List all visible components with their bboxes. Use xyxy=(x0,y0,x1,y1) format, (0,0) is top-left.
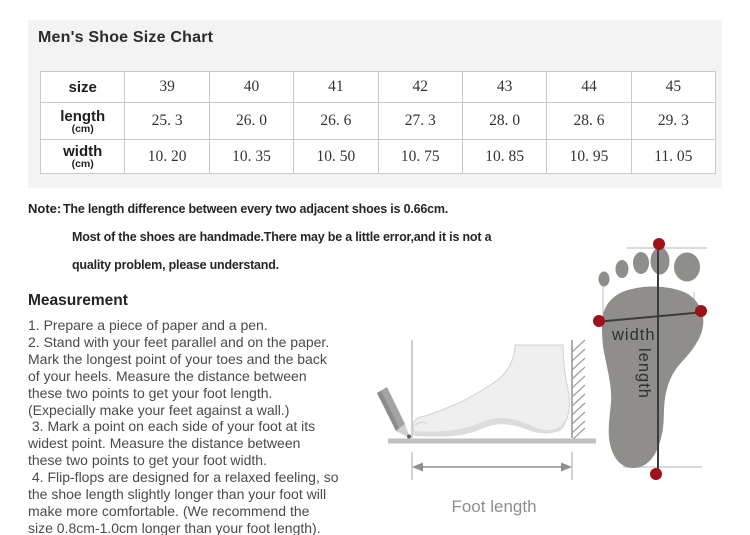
note-line: quality problem, please understand. xyxy=(72,258,279,272)
length-label: length xyxy=(60,107,106,125)
size-value-cell: 44 xyxy=(546,71,632,103)
size-value-cell: 41 xyxy=(293,71,379,103)
length-value-cell: 28. 0 xyxy=(461,102,548,140)
length-value-cell: 26. 0 xyxy=(208,102,295,140)
width-value-cell: 11. 05 xyxy=(630,139,717,174)
width-value-cell: 10. 20 xyxy=(124,139,210,174)
instruction-line: of your heels. Measure the distance betw… xyxy=(28,367,307,384)
foot-length-arrow xyxy=(411,452,573,480)
width-unit: (cm) xyxy=(71,158,94,170)
page-title: Men's Shoe Size Chart xyxy=(38,29,214,46)
note-label: Note: xyxy=(28,201,62,216)
toe-detail xyxy=(414,421,428,427)
foot-length-diagram: Foot length xyxy=(377,339,596,516)
instruction-line: 4. Flip-flops are designed for a relaxed… xyxy=(28,469,339,486)
instruction-line: Mark the longest point of your toes and … xyxy=(28,350,327,367)
pencil-icon xyxy=(377,387,411,439)
footprint-toes xyxy=(598,247,700,287)
table-row-size: size 39 40 41 42 43 44 45 xyxy=(39,71,717,103)
length-value-cell: 28. 6 xyxy=(546,102,632,140)
marker-dots xyxy=(593,238,707,480)
length-unit: (cm) xyxy=(71,122,94,135)
foot-sole-shading xyxy=(414,417,566,437)
instruction-line: these two points to get your foot width. xyxy=(28,452,267,469)
width-label: width xyxy=(63,143,103,160)
width-value-cell: 10. 85 xyxy=(461,139,548,174)
width-value-cell: 10. 95 xyxy=(546,139,632,174)
instruction-line: 2. Stand with your feet parallel and on … xyxy=(28,333,330,350)
length-value-cell: 26. 6 xyxy=(293,102,379,140)
length-value-cell: 27. 3 xyxy=(377,102,463,140)
instruction-line: widest point. Measure the distance betwe… xyxy=(28,435,301,452)
instruction-line: make more comfortable. (We recommend the xyxy=(28,502,310,519)
foot-length-label: Foot length xyxy=(451,497,536,516)
size-header-cell: size xyxy=(39,71,126,103)
width-measure-line xyxy=(594,311,706,323)
width-value-cell: 10. 50 xyxy=(293,139,379,174)
table-row-width: width (cm) 10. 20 10. 35 10. 50 10. 75 1… xyxy=(39,139,717,174)
instruction-line: the shoe length slightly longer than you… xyxy=(28,486,327,503)
instruction-line: 1. Prepare a piece of paper and a pen. xyxy=(28,317,268,333)
wall-hatching xyxy=(571,339,586,441)
size-value-cell: 42 xyxy=(377,71,463,103)
footprint-pad xyxy=(602,286,704,468)
footprint-diagram: width length xyxy=(593,238,707,480)
size-value-cell: 45 xyxy=(630,71,717,103)
instruction-line: these two points to get your foot length… xyxy=(28,384,273,401)
footprint-length-label: length xyxy=(635,348,653,399)
instruction-line: size 0.8cm-1.0cm longer than your foot l… xyxy=(28,519,321,535)
measurement-heading: Measurement xyxy=(28,292,128,309)
table-row-length: length (cm) 25. 3 26. 0 26. 6 27. 3 28. … xyxy=(39,102,717,140)
width-value-cell: 10. 75 xyxy=(377,139,463,174)
length-value-cell: 29. 3 xyxy=(630,102,717,140)
width-header-cell: width (cm) xyxy=(39,139,126,174)
instruction-line: 3. Mark a point on each side of your foo… xyxy=(28,418,316,435)
note-line: The length difference between every two … xyxy=(63,202,449,216)
size-value-cell: 43 xyxy=(461,71,548,103)
measurement-instructions: 1. Prepare a piece of paper and a pen. 2… xyxy=(28,317,408,535)
size-value-cell: 40 xyxy=(208,71,295,103)
instruction-line: (Expecially make your feet against a wal… xyxy=(28,401,290,418)
length-value-cell: 25. 3 xyxy=(124,102,210,140)
size-value-cell: 39 xyxy=(124,71,210,103)
footprint-width-label: width xyxy=(611,326,656,344)
length-header-cell: length (cm) xyxy=(39,102,126,140)
size-table: size 39 40 41 42 43 44 45 length (cm) 25… xyxy=(39,71,717,174)
note-line: Most of the shoes are handmade.There may… xyxy=(72,230,492,244)
width-value-cell: 10. 35 xyxy=(208,139,295,174)
